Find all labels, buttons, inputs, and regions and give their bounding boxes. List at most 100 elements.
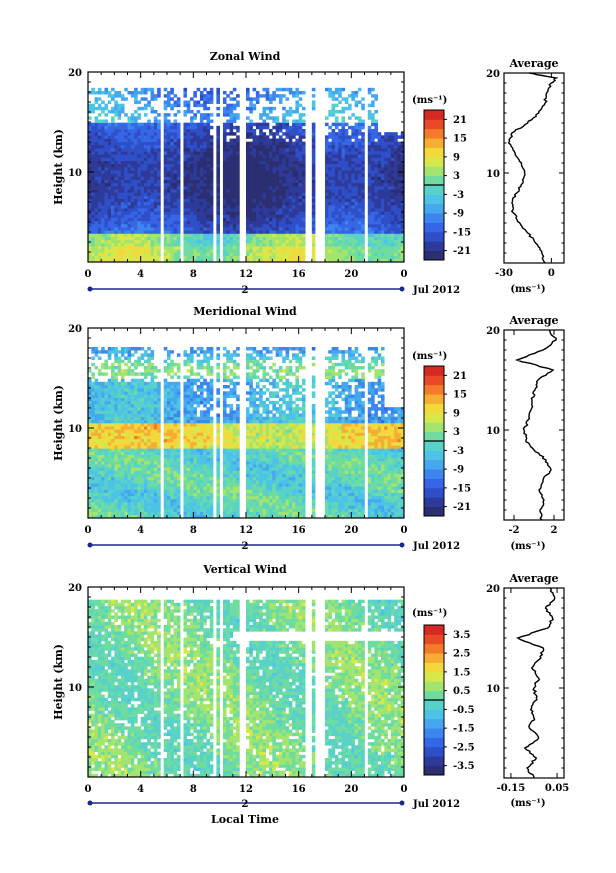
heatmap-cell (130, 205, 135, 209)
heatmap-cell (114, 378, 118, 383)
heatmap-cell (117, 454, 122, 459)
heatmap-cell (199, 236, 204, 241)
heatmap-cell (196, 100, 201, 104)
heatmap-cell (101, 495, 105, 500)
heatmap-cell (374, 195, 378, 199)
heatmap-cell (390, 173, 395, 177)
heatmap-cell (147, 100, 151, 104)
heatmap-cell (130, 499, 135, 503)
heatmap-cell (288, 220, 293, 225)
heatmap-cell (249, 125, 253, 130)
heatmap-cell (344, 132, 349, 136)
heatmap-cell (134, 239, 138, 244)
heatmap-cell (157, 227, 161, 231)
heatmap-cell (255, 135, 260, 139)
heatmap-cell (104, 385, 109, 389)
heatmap-cell (124, 255, 128, 260)
heatmap-cell (325, 224, 329, 228)
heatmap-cell (137, 233, 141, 237)
heatmap-cell (331, 182, 336, 187)
heatmap-cell (341, 208, 346, 212)
heatmap-cell (354, 227, 359, 231)
heatmap-cell (127, 125, 132, 130)
colorbar-swatch (424, 175, 444, 186)
heatmap-cell (344, 163, 349, 168)
heatmap-cell (134, 173, 138, 177)
heatmap-cell (88, 214, 92, 218)
heatmap-cell (111, 192, 115, 196)
heatmap-cell (341, 201, 346, 206)
heatmap-cell (236, 243, 240, 247)
heatmap-cell (384, 151, 388, 155)
heatmap-cell (114, 426, 118, 430)
heatmap-cell (262, 201, 267, 206)
heatmap-cell (354, 170, 359, 174)
heatmap-cell (351, 201, 355, 206)
heatmap-cell (252, 122, 257, 127)
heatmap-cell (384, 243, 388, 247)
heatmap-cell (186, 192, 191, 196)
heatmap-cell (206, 141, 211, 146)
heatmap-cell (272, 246, 276, 250)
heatmap-cell (229, 141, 234, 146)
heatmap-cell (114, 201, 118, 206)
heatmap-cell (101, 239, 105, 244)
heatmap-cell (111, 445, 115, 449)
heatmap-cell (104, 359, 109, 364)
heatmap-cell (91, 375, 95, 379)
heatmap-cell (328, 249, 332, 253)
heatmap-cell (196, 224, 201, 228)
heatmap-cell (374, 151, 378, 155)
heatmap-cell (203, 227, 207, 231)
heatmap-cell (249, 239, 253, 244)
heatmap-cell (272, 239, 276, 244)
heatmap-cell (134, 195, 138, 199)
heatmap-cell (117, 470, 122, 474)
heatmap-cell (193, 208, 197, 212)
heatmap-cell (88, 201, 92, 206)
heatmap-cell (377, 182, 382, 187)
heatmap-cell (170, 138, 174, 142)
heatmap-cell (97, 211, 102, 215)
heatmap-cell (157, 217, 161, 222)
heatmap-cell (140, 154, 145, 158)
heatmap-cell (301, 132, 306, 136)
heatmap-cell (143, 214, 148, 218)
heatmap-cell (400, 236, 405, 241)
heatmap-cell (114, 423, 118, 427)
heatmap-cell (278, 125, 283, 130)
heatmap-cell (255, 173, 260, 177)
heatmap-cell (173, 100, 178, 104)
heatmap-cell (114, 252, 118, 256)
heatmap-cell (117, 91, 122, 95)
heatmap-cell (127, 227, 132, 231)
heatmap-cell (216, 227, 220, 231)
heatmap-cell (163, 103, 168, 108)
heatmap-cell (301, 255, 306, 260)
heatmap-cell (252, 132, 257, 136)
heatmap-cell (91, 217, 95, 222)
heatmap-cell (196, 151, 201, 155)
heatmap-cell (88, 492, 92, 497)
heatmap-cell (348, 106, 352, 111)
heatmap-cell (272, 230, 276, 234)
heatmap-cell (232, 249, 237, 253)
heatmap-cell (91, 505, 95, 509)
heatmap-cell (153, 239, 158, 244)
heatmap-cell (295, 239, 299, 244)
x-ticks-zonal: 0 4 8 12 16 20 0 (85, 72, 408, 280)
heatmap-cell (163, 246, 168, 250)
heatmap-cell (107, 385, 112, 389)
heatmap-cell (143, 97, 148, 101)
heatmap-cell (236, 214, 240, 218)
heatmap-cell (203, 176, 207, 180)
heatmap-cell (229, 211, 234, 215)
heatmap-cell (114, 419, 118, 424)
heatmap-cell (114, 413, 118, 417)
heatmap-cell (222, 201, 227, 206)
heatmap-cell (341, 122, 346, 127)
heatmap-cell (170, 192, 174, 196)
heatmap-cell (193, 252, 197, 256)
heatmap-cell (255, 144, 260, 149)
heatmap-cell (374, 157, 378, 161)
